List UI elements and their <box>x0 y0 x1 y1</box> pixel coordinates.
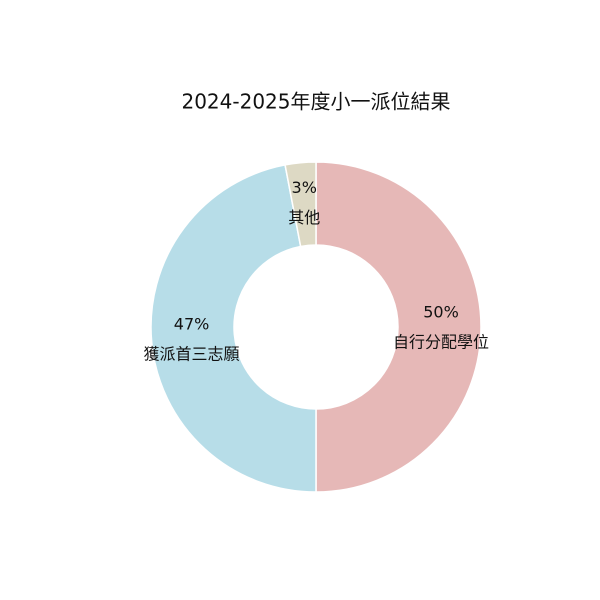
donut-slice <box>315 161 482 493</box>
donut-slice <box>284 161 317 248</box>
category-label: 獲派首三志願 <box>144 344 240 363</box>
chart-title: 2024-2025年度小一派位結果 <box>181 90 450 114</box>
value-label: 47% <box>174 314 210 333</box>
value-label: 50% <box>423 303 459 322</box>
category-label: 其他 <box>288 208 320 227</box>
donut-slice <box>150 164 317 493</box>
value-label: 3% <box>292 178 317 197</box>
category-label: 自行分配學位 <box>393 333 489 352</box>
